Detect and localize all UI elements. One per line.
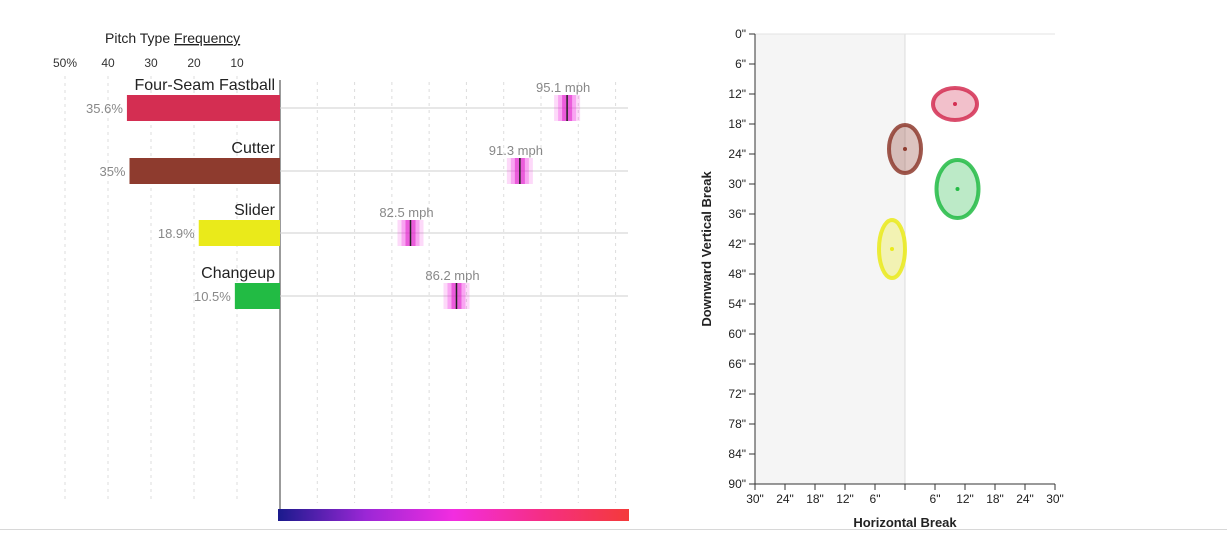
y-tick-label: 84" xyxy=(728,447,746,461)
svg-text:Pitch Type Frequency: Pitch Type Frequency xyxy=(105,30,240,46)
pitch-name-label: Cutter xyxy=(231,140,275,157)
frequency-bar xyxy=(198,220,280,246)
frequency-value-label: 10.5% xyxy=(194,289,231,304)
pitch-name-label: Slider xyxy=(234,202,276,219)
x-tick-label: 24" xyxy=(776,492,794,506)
y-tick-label: 42" xyxy=(728,237,746,251)
velocity-marker xyxy=(506,158,533,184)
velocity-color-scale xyxy=(278,509,629,521)
x-tick-label: 6" xyxy=(930,492,941,506)
y-tick-label: 0" xyxy=(735,27,746,41)
frequency-value-label: 35% xyxy=(99,164,125,179)
frequency-value-label: 35.6% xyxy=(86,101,123,116)
y-tick-label: 54" xyxy=(728,297,746,311)
chart-title-prefix: Pitch Type xyxy=(105,30,174,46)
x-tick-label: 30" xyxy=(746,492,764,506)
x-tick-label: 18" xyxy=(806,492,824,506)
y-axis-label: Downward Vertical Break xyxy=(699,171,714,327)
y-tick-label: 72" xyxy=(728,387,746,401)
x-tick-label: 6" xyxy=(870,492,881,506)
frequency-tick-label: 40 xyxy=(101,56,115,70)
x-tick-label: 24" xyxy=(1016,492,1034,506)
velocity-marker xyxy=(397,220,424,246)
y-tick-label: 30" xyxy=(728,177,746,191)
frequency-tick-label: 30 xyxy=(144,56,158,70)
y-tick-label: 24" xyxy=(728,147,746,161)
y-tick-label: 6" xyxy=(735,57,746,71)
y-tick-label: 60" xyxy=(728,327,746,341)
x-tick-label: 30" xyxy=(1046,492,1064,506)
frequency-tick-label: 10 xyxy=(230,56,244,70)
x-tick-label: 12" xyxy=(836,492,854,506)
frequency-bar xyxy=(126,95,280,121)
velocity-value-label: 86.2 mph xyxy=(425,268,479,283)
x-tick-label: 18" xyxy=(986,492,1004,506)
y-tick-label: 18" xyxy=(728,117,746,131)
velocity-marker xyxy=(554,95,581,121)
pitch-movement-center xyxy=(890,247,894,251)
frequency-link[interactable]: Frequency xyxy=(174,30,240,46)
y-tick-label: 36" xyxy=(728,207,746,221)
frequency-value-label: 18.9% xyxy=(158,226,195,241)
y-tick-label: 66" xyxy=(728,357,746,371)
frequency-tick-label: 20 xyxy=(187,56,201,70)
velocity-value-label: 82.5 mph xyxy=(379,205,433,220)
y-tick-label: 90" xyxy=(728,477,746,491)
frequency-bar xyxy=(234,283,280,309)
velocity-value-label: 91.3 mph xyxy=(489,143,543,158)
movement-chart: 0" 6" 12" 18" 24" 30" 36" 42" 48" 54" 60" 66" 72" 78"… xyxy=(699,27,1064,530)
velocity-marker xyxy=(443,283,470,309)
y-tick-label: 12" xyxy=(728,87,746,101)
frequency-bar xyxy=(129,158,280,184)
frequency-tick-label: 50% xyxy=(53,56,77,70)
pitch-movement-center xyxy=(903,147,907,151)
pitch-name-label: Changeup xyxy=(201,265,275,282)
pitch-movement-center xyxy=(955,187,960,191)
x-axis-label: Horizontal Break xyxy=(853,515,957,530)
velocity-value-label: 95.1 mph xyxy=(536,80,590,95)
pitch-name-label: Four-Seam Fastball xyxy=(135,77,276,94)
y-tick-label: 48" xyxy=(728,267,746,281)
bottom-divider xyxy=(0,529,1227,530)
x-tick-label: 12" xyxy=(956,492,974,506)
pitch-movement-center xyxy=(953,102,957,106)
y-tick-label: 78" xyxy=(728,417,746,431)
pitch-frequency-velocity-chart: Pitch Type Frequency 50% 40 30 20 10 Four-Sea… xyxy=(53,30,629,521)
